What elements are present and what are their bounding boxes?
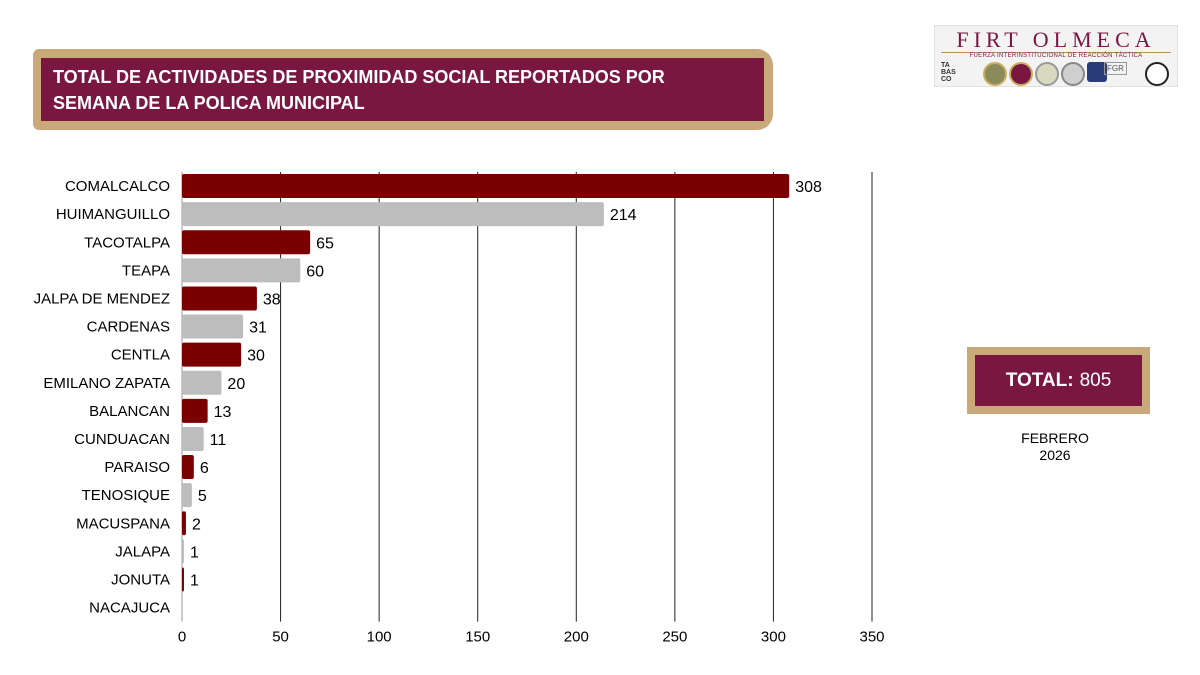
data-label: 1: [190, 544, 199, 561]
fgr-logo: FGR: [1104, 62, 1127, 75]
data-label: 20: [227, 376, 245, 393]
seal-icon-4: [1061, 62, 1085, 86]
category-label: TACOTALPA: [84, 234, 170, 251]
category-label: TENOSIQUE: [82, 487, 170, 504]
category-label: MACUSPANA: [76, 515, 170, 532]
data-label: 214: [610, 207, 637, 224]
tabasco-logo: TA BAS CO: [941, 62, 956, 83]
x-tick-label: 50: [272, 629, 289, 646]
seal-icon-3: [1035, 62, 1059, 86]
bar-comalcalco: [182, 174, 790, 199]
chart-title: TOTAL DE ACTIVIDADES DE PROXIMIDAD SOCIA…: [53, 67, 665, 113]
data-label: 38: [263, 291, 281, 308]
x-tick-label: 200: [564, 629, 589, 646]
bar-jalpa-de-mendez: [182, 286, 257, 311]
category-label: JALPA DE MENDEZ: [34, 290, 170, 307]
data-label: 65: [316, 235, 334, 252]
bar-cardenas: [182, 314, 244, 339]
period-month: FEBRERO: [1021, 430, 1089, 446]
category-label: BALANCAN: [89, 403, 170, 420]
category-label: JALAPA: [115, 543, 170, 560]
category-label: TEAPA: [122, 262, 170, 279]
bar-tenosique: [182, 483, 192, 508]
total-label: TOTAL:: [1005, 369, 1074, 391]
data-label: 60: [306, 263, 324, 280]
seal-icon-2: [1009, 62, 1033, 86]
bar-paraiso: [182, 455, 194, 480]
bar-cunduacan: [182, 426, 204, 451]
data-label: 2: [192, 516, 201, 533]
total-box: TOTAL: 805: [967, 347, 1150, 414]
category-label: JONUTA: [111, 571, 170, 588]
total-panel: TOTAL: 805: [975, 355, 1142, 406]
bar-huimanguillo: [182, 202, 604, 227]
category-label: CARDENAS: [87, 319, 170, 336]
seal-icon-1: [983, 62, 1007, 86]
data-label: 13: [214, 404, 232, 421]
title-banner: TOTAL DE ACTIVIDADES DE PROXIMIDAD SOCIA…: [33, 49, 773, 130]
bar-jalapa: [182, 539, 184, 564]
logo-divider: [941, 52, 1171, 53]
period-label: FEBRERO 2026: [1000, 430, 1110, 464]
category-label: PARAISO: [104, 459, 170, 476]
category-label: COMALCALCO: [65, 178, 170, 195]
logo-title: FIRT OLMECA: [956, 27, 1156, 52]
category-label: NACAJUCA: [89, 600, 170, 617]
bar-centla: [182, 342, 242, 367]
x-tick-label: 300: [761, 629, 786, 646]
period-year: 2026: [1039, 447, 1071, 463]
total-value: 805: [1079, 369, 1112, 391]
bar-chart: 0 50 100 150 200 250 300 350 COMALCALCO 308 HUIMAN…: [34, 172, 885, 646]
x-tick-label: 0: [178, 629, 186, 646]
data-label: 308: [795, 179, 822, 196]
category-label: CENTLA: [111, 347, 170, 364]
data-label: 31: [249, 320, 267, 337]
bar-emilano-zapata: [182, 370, 222, 395]
x-tick-label: 250: [662, 629, 687, 646]
firt-olmeca-logo: FIRT OLMECA FUERZA INTERINSTITUCIONAL DE…: [934, 25, 1178, 87]
bar-jonuta: [182, 567, 184, 592]
data-label: 11: [210, 432, 227, 449]
data-label: 5: [198, 488, 207, 505]
bar-balancan: [182, 398, 208, 423]
category-label: EMILANO ZAPATA: [43, 375, 170, 392]
seal-icon-5: [1145, 62, 1169, 86]
category-label: HUIMANGUILLO: [56, 206, 170, 223]
bar-macuspana: [182, 511, 186, 536]
logo-subtitle: FUERZA INTERINSTITUCIONAL DE REACCIÓN TÁ…: [969, 53, 1143, 59]
title-panel: TOTAL DE ACTIVIDADES DE PROXIMIDAD SOCIA…: [41, 58, 764, 121]
data-label: 1: [190, 572, 199, 589]
star-badge-icon: [1087, 62, 1107, 82]
data-label: 30: [247, 348, 265, 365]
bar-teapa: [182, 258, 301, 283]
category-label: CUNDUACAN: [74, 431, 170, 448]
x-tick-label: 100: [367, 629, 392, 646]
data-label: 6: [200, 460, 209, 477]
x-tick-label: 150: [465, 629, 490, 646]
bar-tacotalpa: [182, 230, 311, 255]
x-tick-label: 350: [859, 629, 884, 646]
